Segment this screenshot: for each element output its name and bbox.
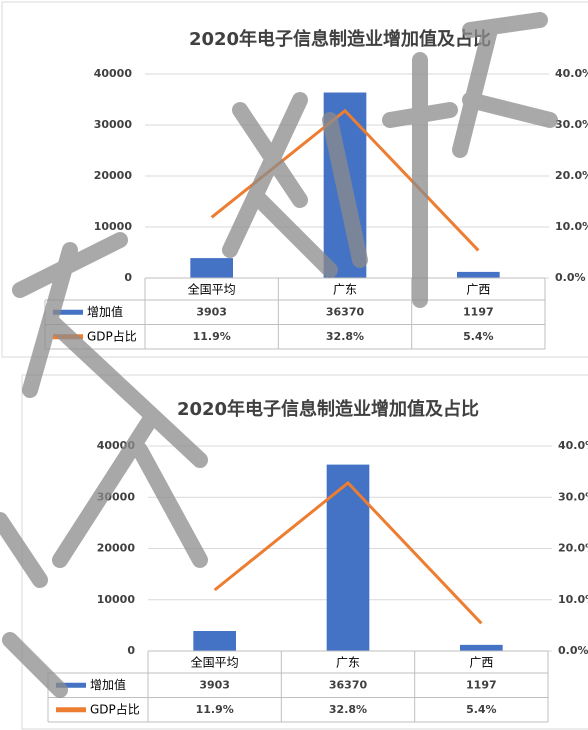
watermark-stroke xyxy=(12,232,208,468)
y-tick-label: 20000 xyxy=(94,169,133,182)
charts: 2020年电子信息制造业增加值及占比 0 10000 20000 30000 40000 0… xyxy=(44,28,588,723)
chart-frame xyxy=(1,1,588,358)
y2-tick-label: 0.0% xyxy=(558,644,588,657)
y-tick-label: 0 xyxy=(124,271,132,284)
watermark-stroke xyxy=(382,12,558,308)
legend-label: GDP占比 xyxy=(87,328,137,343)
watermark-stroke xyxy=(0,512,68,698)
y2-tick-label: 30.0% xyxy=(558,490,588,503)
watermark-stroke xyxy=(222,92,368,278)
watermark-stroke xyxy=(52,412,208,568)
line-series xyxy=(213,480,483,625)
x-tick-label: 广东 xyxy=(336,656,360,670)
chart-title: 2020年电子信息制造业增加值及占比 xyxy=(189,28,491,50)
table-value: 36370 xyxy=(326,305,365,318)
bar xyxy=(190,258,233,278)
legend-label: 增加值 xyxy=(87,304,123,319)
table-value: 1197 xyxy=(463,305,494,318)
y2-tick-label: 0.0% xyxy=(555,271,586,284)
table-value: 32.8% xyxy=(326,330,364,343)
bar xyxy=(326,464,370,651)
y2-tick-label: 40.0% xyxy=(555,67,588,80)
table-value: 5.4% xyxy=(463,330,494,343)
x-tick-label: 广西 xyxy=(469,656,493,670)
table-value: 36370 xyxy=(329,678,368,691)
table-value: 3903 xyxy=(196,305,227,318)
table-value: 32.8% xyxy=(329,703,367,716)
x-tick-label: 广西 xyxy=(466,283,490,297)
legend-label: 增加值 xyxy=(90,677,126,692)
y2-tick-label: 30.0% xyxy=(555,118,588,131)
table-value: 11.9% xyxy=(196,703,234,716)
y-tick-label: 0 xyxy=(127,644,135,657)
y-tick-label: 10000 xyxy=(97,593,136,606)
y2-tick-label: 20.0% xyxy=(555,169,588,182)
y-tick-label: 20000 xyxy=(97,542,136,555)
bar xyxy=(193,630,236,651)
x-tick-label: 全国平均 xyxy=(191,655,239,670)
y2-tick-label: 10.0% xyxy=(555,220,588,233)
chart-title: 2020年电子信息制造业增加值及占比 xyxy=(177,398,479,420)
y-tick-label: 10000 xyxy=(94,220,133,233)
y2-tick-label: 10.0% xyxy=(558,593,588,606)
x-tick-label: 全国平均 xyxy=(188,282,236,297)
y2-tick-label: 40.0% xyxy=(558,439,588,452)
y2-tick-label: 20.0% xyxy=(558,542,588,555)
y-tick-label: 40000 xyxy=(94,67,133,80)
legend-label: GDP占比 xyxy=(90,701,140,716)
bar xyxy=(457,271,500,278)
bar xyxy=(460,644,503,651)
x-tick-label: 广东 xyxy=(333,283,357,297)
watermark xyxy=(0,12,558,698)
table-value: 1197 xyxy=(466,678,497,691)
table-value: 3903 xyxy=(199,678,230,691)
table-value: 11.9% xyxy=(193,330,231,343)
table-value: 5.4% xyxy=(466,703,497,716)
y-tick-label: 30000 xyxy=(94,118,133,131)
